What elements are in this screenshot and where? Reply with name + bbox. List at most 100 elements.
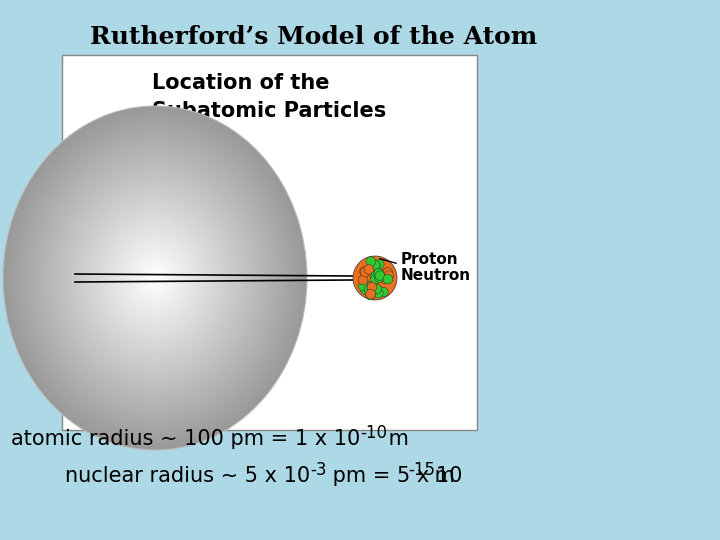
Ellipse shape (89, 202, 222, 353)
Text: Subatomic Particles: Subatomic Particles (152, 101, 386, 121)
Ellipse shape (119, 237, 191, 319)
Text: -3: -3 (310, 461, 326, 479)
Ellipse shape (115, 233, 195, 323)
Ellipse shape (138, 259, 172, 298)
Ellipse shape (149, 272, 161, 285)
Circle shape (361, 285, 370, 294)
Circle shape (359, 281, 368, 291)
Ellipse shape (92, 207, 217, 349)
Circle shape (361, 267, 370, 277)
Ellipse shape (134, 254, 176, 302)
Ellipse shape (3, 106, 307, 450)
Ellipse shape (145, 267, 164, 289)
Ellipse shape (54, 164, 256, 392)
Ellipse shape (22, 127, 288, 429)
Ellipse shape (56, 166, 254, 390)
Ellipse shape (148, 269, 163, 287)
Circle shape (379, 287, 388, 297)
Circle shape (364, 265, 374, 274)
Circle shape (370, 271, 380, 281)
Circle shape (353, 256, 397, 300)
Ellipse shape (71, 184, 238, 373)
Text: nuclear radius ~ 5 x 10: nuclear radius ~ 5 x 10 (65, 466, 310, 486)
Circle shape (366, 290, 375, 300)
Ellipse shape (106, 222, 204, 334)
Circle shape (361, 280, 370, 289)
Circle shape (383, 274, 392, 284)
Ellipse shape (45, 153, 265, 403)
Ellipse shape (143, 265, 166, 291)
Ellipse shape (151, 274, 159, 282)
Text: -15: -15 (408, 461, 435, 479)
Text: m: m (428, 466, 455, 486)
Ellipse shape (11, 114, 300, 441)
Ellipse shape (60, 171, 250, 386)
Ellipse shape (24, 130, 286, 427)
Circle shape (366, 287, 377, 296)
Ellipse shape (9, 112, 301, 443)
Ellipse shape (26, 132, 284, 424)
Ellipse shape (62, 173, 248, 383)
Text: Proton: Proton (401, 253, 459, 267)
Text: m: m (382, 429, 409, 449)
Circle shape (375, 271, 384, 280)
Ellipse shape (41, 149, 269, 407)
Text: Rutherford’s Model of the Atom: Rutherford’s Model of the Atom (90, 25, 537, 49)
Ellipse shape (30, 136, 280, 420)
Text: pm = 5 x 10: pm = 5 x 10 (326, 466, 462, 486)
Ellipse shape (117, 235, 193, 321)
Ellipse shape (109, 226, 201, 329)
Circle shape (359, 267, 369, 276)
Ellipse shape (136, 256, 174, 300)
Ellipse shape (77, 190, 233, 366)
Ellipse shape (53, 162, 258, 394)
Ellipse shape (49, 158, 261, 399)
Ellipse shape (102, 218, 208, 338)
Ellipse shape (27, 134, 282, 422)
Text: atomic radius ~ 100 pm = 1 x 10: atomic radius ~ 100 pm = 1 x 10 (11, 429, 360, 449)
Circle shape (366, 256, 376, 266)
Circle shape (384, 271, 394, 280)
Circle shape (374, 288, 383, 298)
Circle shape (364, 285, 374, 295)
Ellipse shape (142, 263, 168, 293)
Ellipse shape (94, 209, 216, 347)
Ellipse shape (12, 117, 297, 439)
Circle shape (374, 273, 384, 282)
Circle shape (371, 274, 380, 284)
Circle shape (374, 268, 384, 278)
Ellipse shape (153, 276, 157, 280)
Text: -10: -10 (360, 424, 387, 442)
Ellipse shape (122, 241, 187, 314)
Bar (62, 55, 477, 430)
Ellipse shape (79, 192, 231, 364)
Ellipse shape (5, 108, 305, 448)
Ellipse shape (32, 138, 279, 418)
Ellipse shape (14, 119, 296, 437)
Ellipse shape (100, 215, 210, 340)
Ellipse shape (112, 228, 199, 327)
Text: Location of the: Location of the (152, 73, 330, 93)
Ellipse shape (96, 211, 214, 345)
Ellipse shape (125, 244, 186, 313)
Ellipse shape (107, 224, 202, 332)
Ellipse shape (47, 156, 264, 401)
Ellipse shape (43, 151, 267, 405)
Ellipse shape (18, 123, 292, 433)
Ellipse shape (35, 143, 275, 414)
Ellipse shape (64, 175, 246, 381)
Circle shape (371, 261, 380, 271)
Ellipse shape (113, 231, 197, 325)
Ellipse shape (6, 110, 303, 446)
Ellipse shape (75, 188, 235, 368)
Ellipse shape (91, 205, 220, 351)
Ellipse shape (121, 239, 189, 316)
Circle shape (380, 269, 390, 279)
Circle shape (358, 275, 368, 285)
Ellipse shape (70, 181, 240, 375)
Circle shape (367, 282, 377, 292)
Ellipse shape (39, 147, 271, 409)
Circle shape (380, 274, 390, 284)
Ellipse shape (98, 213, 212, 342)
Circle shape (383, 268, 392, 277)
